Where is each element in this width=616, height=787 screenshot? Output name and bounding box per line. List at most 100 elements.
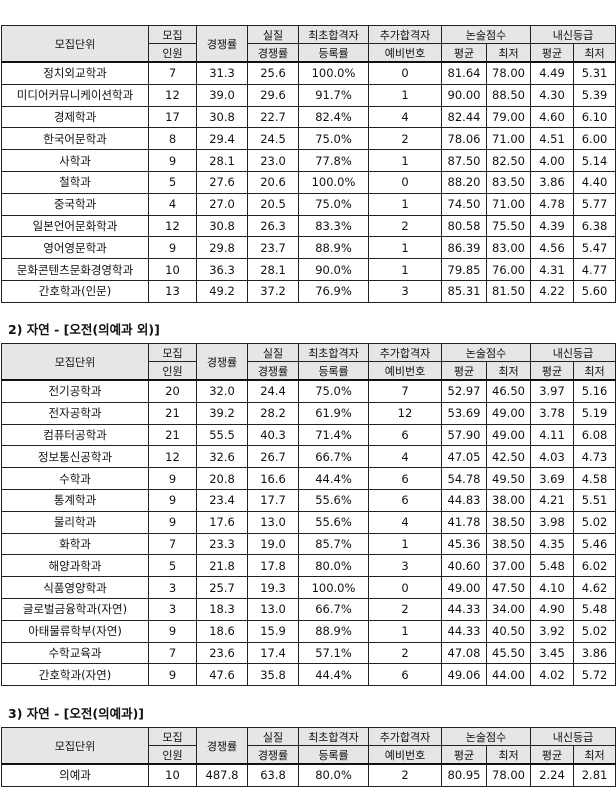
cell-essay-avg: 44.83 [441,488,487,512]
header-quota-top: 모집 [148,343,197,362]
cell-extra-waitlist: 1 [368,258,442,281]
cell-quota: 7 [148,61,197,85]
cell-essay-min: 44.00 [485,663,532,687]
cell-first-registration: 44.4% [298,467,369,490]
cell-essay-min: 83.50 [485,170,532,194]
cell-real-competition: 23.0 [247,149,299,172]
table-row: 전자공학과 21 39.2 28.2 61.9% 12 53.69 49.00 3.78 5.19 [1,401,616,425]
cell-quota: 4 [148,192,197,216]
cell-quota: 9 [148,488,197,512]
cell-competition: 39.2 [196,401,248,425]
cell-essay-avg: 47.08 [441,641,487,665]
cell-gpa-min: 5.72 [573,663,616,687]
cell-gpa-min: 5.60 [573,279,616,303]
table-row: 영어영문학과 9 29.8 23.7 88.9% 1 86.39 83.00 4.56 5.47 [1,236,616,260]
cell-essay-min: 49.50 [485,467,532,490]
header-extra-top: 추가합격자 [368,25,442,44]
table-row: 통계학과 9 23.4 17.7 55.6% 6 44.83 38.00 4.21 5.51 [1,488,616,512]
cell-essay-avg: 53.69 [441,401,487,425]
header-gpa-avg: 평균 [530,361,575,381]
cell-first-registration: 90.0% [298,258,369,281]
cell-quota: 10 [148,258,197,281]
cell-first-registration: 100.0% [298,576,369,599]
section-title-2: 2) 자연 - [오전(의예과 외)] [8,322,160,337]
cell-extra-waitlist: 1 [368,619,442,643]
header-extra-top: 추가합격자 [368,343,442,362]
cell-essay-avg: 57.90 [441,423,487,447]
cell-essay-min: 88.50 [485,83,532,107]
cell-essay-min: 79.00 [485,105,532,129]
cell-first-registration: 55.6% [298,488,369,512]
cell-unit: 미디어커뮤니케이션학과 [1,83,149,107]
cell-competition: 18.3 [196,597,248,621]
cell-gpa-avg: 4.35 [530,532,575,556]
cell-unit: 철학과 [1,170,149,194]
header-extra-bottom: 예비번호 [368,43,442,63]
cell-extra-waitlist: 6 [368,663,442,687]
cell-gpa-min: 5.77 [573,192,616,216]
cell-first-registration: 88.9% [298,236,369,260]
cell-extra-waitlist: 3 [368,554,442,578]
header-essay: 논술점수 [440,343,532,362]
cell-gpa-min: 5.51 [573,488,616,512]
cell-gpa-min: 5.02 [573,510,616,534]
cell-extra-waitlist: 6 [368,467,442,490]
cell-essay-avg: 49.00 [441,576,487,599]
cell-gpa-min: 2.81 [573,763,616,787]
cell-gpa-min: 4.73 [573,445,616,469]
cell-first-registration: 85.7% [298,532,369,556]
cell-essay-min: 34.00 [485,597,532,621]
cell-first-registration: 80.0% [298,763,369,787]
cell-quota: 9 [148,236,197,260]
header-essay-min: 최저 [485,43,532,63]
cell-unit: 한국어문학과 [1,127,149,151]
header-essay-avg: 평균 [441,43,487,63]
cell-gpa-min: 5.16 [573,379,616,403]
cell-gpa-min: 5.46 [573,532,616,556]
cell-unit: 간호학과(인문) [1,279,149,303]
cell-extra-waitlist: 0 [368,170,442,194]
cell-unit: 사학과 [1,149,149,172]
cell-unit: 컴퓨터공학과 [1,423,149,447]
cell-quota: 9 [148,149,197,172]
cell-unit: 화학과 [1,532,149,556]
cell-competition: 25.7 [196,576,248,599]
header-real-top: 실질 [247,25,299,44]
cell-competition: 32.0 [196,379,248,403]
cell-first-registration: 80.0% [298,554,369,578]
cell-first-registration: 66.7% [298,597,369,621]
cell-real-competition: 15.9 [247,619,299,643]
cell-competition: 18.6 [196,619,248,643]
cell-competition: 20.8 [196,467,248,490]
header-extra-bottom: 예비번호 [368,361,442,381]
header-real-bottom: 경쟁률 [247,361,299,381]
cell-unit: 식품영양학과 [1,576,149,599]
cell-real-competition: 23.7 [247,236,299,260]
cell-extra-waitlist: 7 [368,379,442,403]
table-row: 경제학과 17 30.8 22.7 82.4% 4 82.44 79.00 4.60 6.10 [1,105,616,129]
cell-competition: 21.8 [196,554,248,578]
cell-essay-avg: 80.95 [441,763,487,787]
cell-competition: 31.3 [196,61,248,85]
cell-essay-avg: 47.05 [441,445,487,469]
cell-gpa-avg: 4.51 [530,127,575,151]
cell-essay-avg: 90.00 [441,83,487,107]
cell-real-competition: 26.3 [247,214,299,238]
cell-gpa-min: 6.38 [573,214,616,238]
cell-first-registration: 75.0% [298,192,369,216]
cell-real-competition: 25.6 [247,61,299,85]
cell-gpa-min: 4.62 [573,576,616,599]
cell-first-registration: 82.4% [298,105,369,129]
cell-competition: 29.8 [196,236,248,260]
cell-quota: 9 [148,663,197,687]
header-gpa: 내신등급 [530,727,616,746]
header-competition: 경쟁률 [196,25,248,63]
cell-quota: 9 [148,510,197,534]
cell-gpa-min: 3.86 [573,641,616,665]
cell-competition: 36.3 [196,258,248,281]
cell-gpa-avg: 3.92 [530,619,575,643]
header-quota-bottom: 인원 [148,745,197,765]
cell-essay-avg: 82.44 [441,105,487,129]
cell-competition: 30.8 [196,105,248,129]
cell-first-registration: 75.0% [298,379,369,403]
